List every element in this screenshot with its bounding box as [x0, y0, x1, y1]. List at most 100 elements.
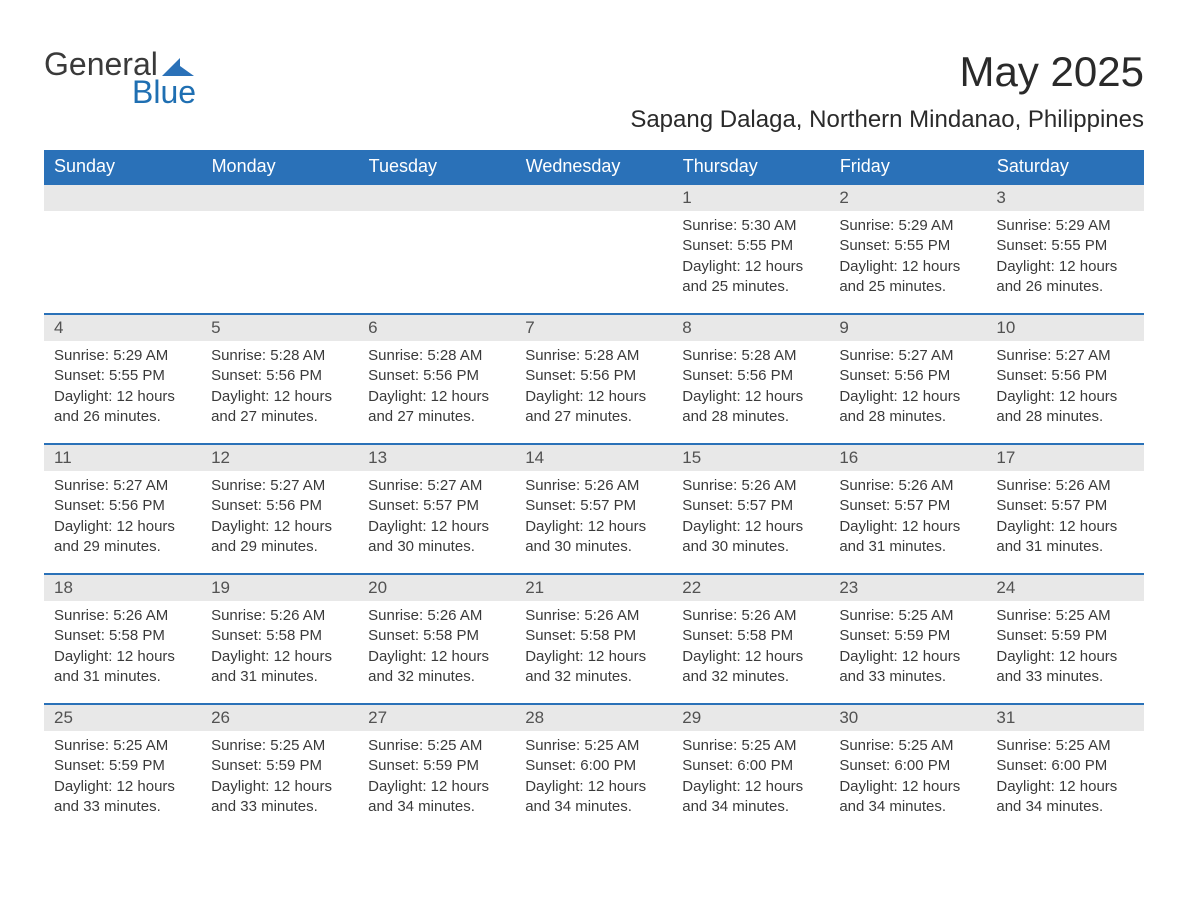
day-sunset: Sunset: 5:56 PM	[368, 366, 505, 386]
weekday-header: Thursday	[672, 150, 829, 184]
day-daylight2: and 33 minutes.	[211, 797, 348, 817]
day-daylight1: Daylight: 12 hours	[839, 517, 976, 537]
day-daylight1: Daylight: 12 hours	[525, 387, 662, 407]
day-content: Sunrise: 5:27 AMSunset: 5:57 PMDaylight:…	[358, 471, 515, 567]
day-daylight1: Daylight: 12 hours	[211, 387, 348, 407]
day-sunset: Sunset: 5:58 PM	[54, 626, 191, 646]
day-number: 9	[829, 315, 986, 341]
day-number: 7	[515, 315, 672, 341]
calendar-day-cell: 16Sunrise: 5:26 AMSunset: 5:57 PMDayligh…	[829, 444, 986, 574]
day-daylight2: and 29 minutes.	[211, 537, 348, 557]
day-sunset: Sunset: 5:56 PM	[525, 366, 662, 386]
day-content: Sunrise: 5:26 AMSunset: 5:58 PMDaylight:…	[358, 601, 515, 697]
day-sunrise: Sunrise: 5:26 AM	[211, 606, 348, 626]
day-sunset: Sunset: 6:00 PM	[682, 756, 819, 776]
day-sunset: Sunset: 5:56 PM	[211, 366, 348, 386]
calendar-day-cell: 4Sunrise: 5:29 AMSunset: 5:55 PMDaylight…	[44, 314, 201, 444]
day-number: 18	[44, 575, 201, 601]
day-content: Sunrise: 5:25 AMSunset: 5:59 PMDaylight:…	[358, 731, 515, 827]
day-sunrise: Sunrise: 5:27 AM	[368, 476, 505, 496]
day-daylight2: and 34 minutes.	[682, 797, 819, 817]
weekday-header-row: Sunday Monday Tuesday Wednesday Thursday…	[44, 150, 1144, 184]
day-sunrise: Sunrise: 5:27 AM	[211, 476, 348, 496]
day-sunrise: Sunrise: 5:25 AM	[54, 736, 191, 756]
calendar-day-cell: 12Sunrise: 5:27 AMSunset: 5:56 PMDayligh…	[201, 444, 358, 574]
day-daylight2: and 31 minutes.	[996, 537, 1133, 557]
day-sunrise: Sunrise: 5:30 AM	[682, 216, 819, 236]
calendar-week-row: 11Sunrise: 5:27 AMSunset: 5:56 PMDayligh…	[44, 444, 1144, 574]
logo-triangle-icon	[162, 52, 194, 76]
day-sunrise: Sunrise: 5:26 AM	[525, 476, 662, 496]
day-sunrise: Sunrise: 5:26 AM	[682, 606, 819, 626]
day-daylight2: and 33 minutes.	[54, 797, 191, 817]
day-daylight1: Daylight: 12 hours	[54, 647, 191, 667]
day-sunset: Sunset: 5:59 PM	[368, 756, 505, 776]
calendar-day-cell	[201, 184, 358, 314]
day-content: Sunrise: 5:25 AMSunset: 5:59 PMDaylight:…	[829, 601, 986, 697]
calendar-day-cell: 3Sunrise: 5:29 AMSunset: 5:55 PMDaylight…	[986, 184, 1143, 314]
day-sunrise: Sunrise: 5:28 AM	[211, 346, 348, 366]
day-number: 20	[358, 575, 515, 601]
day-sunrise: Sunrise: 5:26 AM	[839, 476, 976, 496]
day-daylight1: Daylight: 12 hours	[996, 647, 1133, 667]
day-daylight2: and 34 minutes.	[525, 797, 662, 817]
day-daylight1: Daylight: 12 hours	[682, 387, 819, 407]
day-sunrise: Sunrise: 5:29 AM	[54, 346, 191, 366]
calendar-day-cell: 22Sunrise: 5:26 AMSunset: 5:58 PMDayligh…	[672, 574, 829, 704]
calendar-day-cell: 17Sunrise: 5:26 AMSunset: 5:57 PMDayligh…	[986, 444, 1143, 574]
calendar-day-cell: 20Sunrise: 5:26 AMSunset: 5:58 PMDayligh…	[358, 574, 515, 704]
day-daylight2: and 32 minutes.	[525, 667, 662, 687]
day-number: 13	[358, 445, 515, 471]
day-daylight2: and 30 minutes.	[682, 537, 819, 557]
day-sunrise: Sunrise: 5:25 AM	[368, 736, 505, 756]
calendar-day-cell	[515, 184, 672, 314]
day-daylight1: Daylight: 12 hours	[525, 647, 662, 667]
day-number: 12	[201, 445, 358, 471]
day-content: Sunrise: 5:27 AMSunset: 5:56 PMDaylight:…	[829, 341, 986, 437]
day-daylight1: Daylight: 12 hours	[682, 257, 819, 277]
calendar-day-cell: 26Sunrise: 5:25 AMSunset: 5:59 PMDayligh…	[201, 704, 358, 834]
day-daylight2: and 33 minutes.	[996, 667, 1133, 687]
day-sunrise: Sunrise: 5:26 AM	[682, 476, 819, 496]
day-sunset: Sunset: 5:56 PM	[996, 366, 1133, 386]
day-content: Sunrise: 5:29 AMSunset: 5:55 PMDaylight:…	[829, 211, 986, 307]
day-number: 25	[44, 705, 201, 731]
day-number: 24	[986, 575, 1143, 601]
day-daylight1: Daylight: 12 hours	[54, 777, 191, 797]
day-number: 8	[672, 315, 829, 341]
calendar-day-cell: 13Sunrise: 5:27 AMSunset: 5:57 PMDayligh…	[358, 444, 515, 574]
calendar-day-cell: 5Sunrise: 5:28 AMSunset: 5:56 PMDaylight…	[201, 314, 358, 444]
day-daylight2: and 34 minutes.	[368, 797, 505, 817]
day-daylight2: and 32 minutes.	[682, 667, 819, 687]
day-content: Sunrise: 5:25 AMSunset: 6:00 PMDaylight:…	[829, 731, 986, 827]
day-content: Sunrise: 5:26 AMSunset: 5:57 PMDaylight:…	[829, 471, 986, 567]
day-sunrise: Sunrise: 5:28 AM	[682, 346, 819, 366]
calendar-day-cell: 10Sunrise: 5:27 AMSunset: 5:56 PMDayligh…	[986, 314, 1143, 444]
day-number: 2	[829, 185, 986, 211]
day-number: 3	[986, 185, 1143, 211]
day-daylight1: Daylight: 12 hours	[54, 387, 191, 407]
calendar-day-cell	[358, 184, 515, 314]
day-sunset: Sunset: 5:55 PM	[996, 236, 1133, 256]
day-sunset: Sunset: 5:57 PM	[368, 496, 505, 516]
day-content: Sunrise: 5:27 AMSunset: 5:56 PMDaylight:…	[44, 471, 201, 567]
day-daylight1: Daylight: 12 hours	[839, 647, 976, 667]
day-sunset: Sunset: 5:58 PM	[682, 626, 819, 646]
day-daylight2: and 26 minutes.	[54, 407, 191, 427]
day-sunrise: Sunrise: 5:25 AM	[839, 606, 976, 626]
day-content: Sunrise: 5:30 AMSunset: 5:55 PMDaylight:…	[672, 211, 829, 307]
day-daylight1: Daylight: 12 hours	[54, 517, 191, 537]
day-daylight1: Daylight: 12 hours	[211, 517, 348, 537]
day-sunrise: Sunrise: 5:27 AM	[839, 346, 976, 366]
day-daylight1: Daylight: 12 hours	[839, 387, 976, 407]
day-sunset: Sunset: 5:58 PM	[211, 626, 348, 646]
day-sunrise: Sunrise: 5:27 AM	[54, 476, 191, 496]
day-sunrise: Sunrise: 5:26 AM	[54, 606, 191, 626]
day-number: 1	[672, 185, 829, 211]
day-sunrise: Sunrise: 5:29 AM	[996, 216, 1133, 236]
calendar-day-cell: 9Sunrise: 5:27 AMSunset: 5:56 PMDaylight…	[829, 314, 986, 444]
day-number: 26	[201, 705, 358, 731]
day-sunrise: Sunrise: 5:25 AM	[996, 606, 1133, 626]
day-number: 10	[986, 315, 1143, 341]
weekday-header: Sunday	[44, 150, 201, 184]
